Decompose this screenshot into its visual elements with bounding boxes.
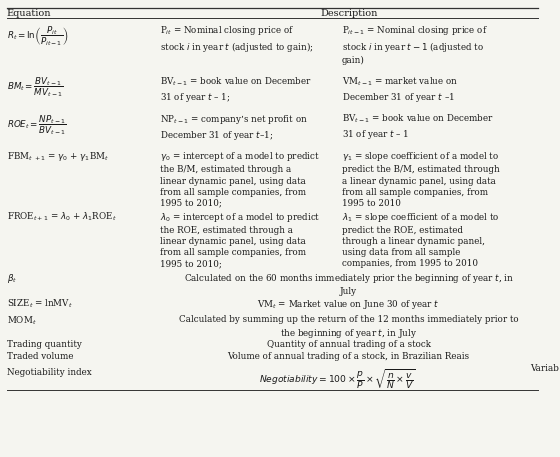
Text: VM$_t$ = Market value on June 30 of year $t$: VM$_t$ = Market value on June 30 of year…	[258, 298, 440, 311]
Text: VM$_{t-1}$ = market value on
December 31 of year $t$ –1: VM$_{t-1}$ = market value on December 31…	[342, 75, 458, 104]
Text: Description: Description	[320, 9, 377, 18]
Text: NP$_{t-1}$ = company’s net profit on
December 31 of year $t$–1;: NP$_{t-1}$ = company’s net profit on Dec…	[160, 113, 307, 142]
Text: FROE$_{t+1}$ = $\lambda_0$ + $\lambda_1$ROE$_t$: FROE$_{t+1}$ = $\lambda_0$ + $\lambda_1$…	[7, 211, 116, 223]
Text: $\lambda_0$ = intercept of a model to predict
the ROE, estimated through a
linea: $\lambda_0$ = intercept of a model to pr…	[160, 211, 320, 268]
Text: $R_t = \ln\!\left(\dfrac{P_{it}}{P_{it-1}}\right)$: $R_t = \ln\!\left(\dfrac{P_{it}}{P_{it-1…	[7, 24, 68, 48]
Text: Negotiability index: Negotiability index	[7, 368, 91, 377]
Text: P$_{it-1}$ = Nominal closing price of
stock $i$ in year $t-1$ (adjusted to
gain): P$_{it-1}$ = Nominal closing price of st…	[342, 24, 487, 65]
Text: BV$_{t-1}$ = book value on December
31 of year $t$ – 1;: BV$_{t-1}$ = book value on December 31 o…	[160, 75, 311, 104]
Text: BV$_{t-1}$ = book value on December
31 of year $t$ – 1: BV$_{t-1}$ = book value on December 31 o…	[342, 113, 493, 141]
Text: $ROE_t = \dfrac{NP_{t-1}}{BV_{t-1}}$: $ROE_t = \dfrac{NP_{t-1}}{BV_{t-1}}$	[7, 113, 67, 137]
Text: Calculated on the 60 months immediately prior the beginning of year $t$, in
July: Calculated on the 60 months immediately …	[184, 272, 514, 297]
Text: $\gamma_1$ = slope coefficient of a model to
predict the B/M, estimated through
: $\gamma_1$ = slope coefficient of a mode…	[342, 150, 500, 208]
Text: FBM$_{t\ +1}$ = $\gamma_0$ + $\gamma_1$BM$_t$: FBM$_{t\ +1}$ = $\gamma_0$ + $\gamma_1$B…	[7, 150, 109, 163]
Text: $\lambda_1$ = slope coefficient of a model to
predict the ROE, estimated
through: $\lambda_1$ = slope coefficient of a mod…	[342, 211, 499, 268]
Text: Equation: Equation	[7, 9, 51, 18]
Text: Calculated by summing up the return of the 12 months immediately prior to
the be: Calculated by summing up the return of t…	[179, 315, 519, 340]
Text: Quantity of annual trading of a stock
Volume of annual trading of a stock, in Br: Quantity of annual trading of a stock Vo…	[227, 340, 470, 361]
Text: P$_{it}$ = Nominal closing price of
stock $i$ in year $t$ (adjusted to gain);: P$_{it}$ = Nominal closing price of stoc…	[160, 24, 313, 54]
Text: Variab: Variab	[530, 364, 559, 373]
Text: $\gamma_0$ = intercept of a model to predict
the B/M, estimated through a
linear: $\gamma_0$ = intercept of a model to pre…	[160, 150, 320, 208]
Text: SIZE$_t$ = lnMV$_t$: SIZE$_t$ = lnMV$_t$	[7, 298, 73, 310]
Text: MOM$_t$: MOM$_t$	[7, 315, 36, 327]
Text: $BM_t = \dfrac{BV_{t-1}}{MV_{t-1}}$: $BM_t = \dfrac{BV_{t-1}}{MV_{t-1}}$	[7, 75, 63, 99]
Text: Trading quantity
Traded volume: Trading quantity Traded volume	[7, 340, 82, 361]
Text: $\mathit{Negotiability} = 100 \times \dfrac{p}{P} \times \sqrt{\dfrac{n}{N} \tim: $\mathit{Negotiability} = 100 \times \df…	[259, 368, 416, 392]
Text: $\beta_t$: $\beta_t$	[7, 272, 17, 285]
